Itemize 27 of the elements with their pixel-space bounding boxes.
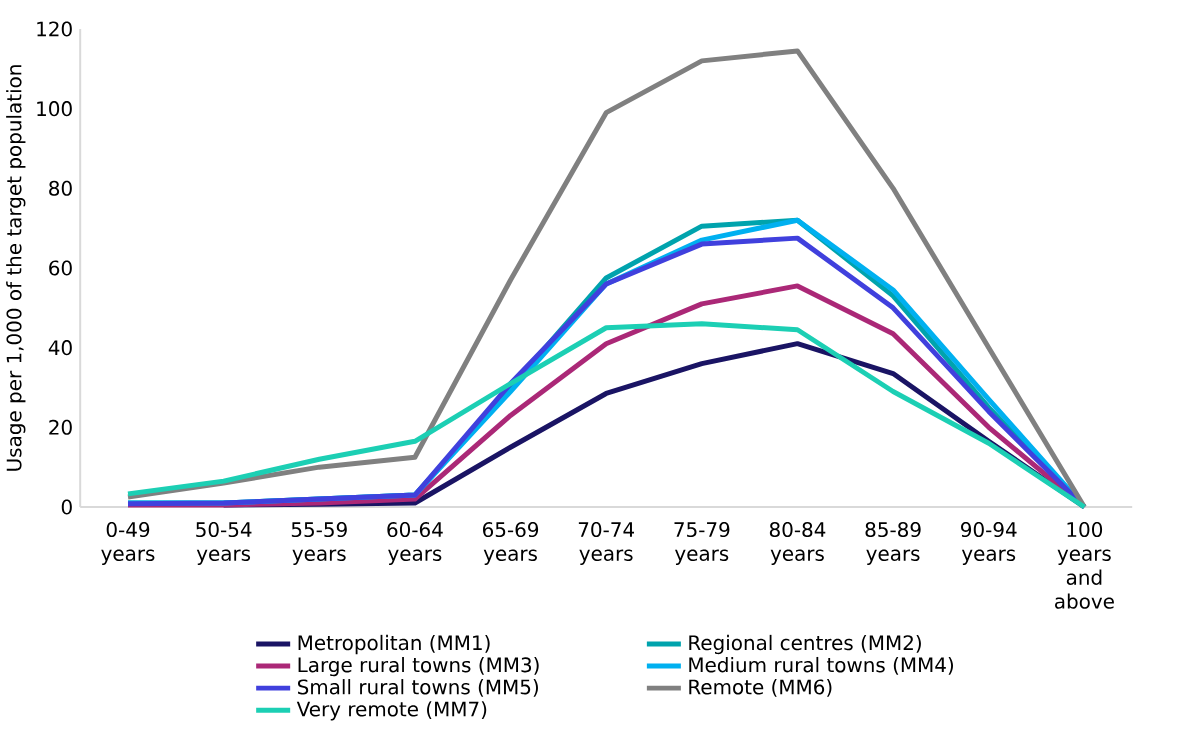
y-tick-label: 120 <box>37 21 72 37</box>
x-tick-label: 65-69 years <box>483 522 539 565</box>
x-tick-label: 50-54 years <box>196 522 252 565</box>
y-tick-label: 100 <box>37 101 72 117</box>
y-axis-title: Usage per 1,000 of the target population <box>6 65 26 471</box>
y-tick-label: 80 <box>49 180 72 196</box>
legend-label: Regional centres (MM2) <box>689 634 921 655</box>
legend-label: Large rural towns (MM3) <box>298 656 539 677</box>
legend-label: Small rural towns (MM5) <box>297 679 538 697</box>
x-tick-label: 75-79 years <box>674 522 730 565</box>
y-tick-label: 60 <box>49 260 72 276</box>
x-tick-label: 55-59 years <box>291 522 347 565</box>
x-tick-label: 0-49 years <box>101 522 155 565</box>
legend-label: Metropolitan (MM1) <box>298 634 490 655</box>
x-tick-label: 70-74 years <box>578 522 635 565</box>
y-tick-label: 0 <box>61 499 72 515</box>
y-tick-label: 40 <box>48 340 72 356</box>
x-tick-label: 60-64 years <box>387 522 443 565</box>
line-series <box>125 321 1087 510</box>
x-tick-label: 90-94 years <box>961 522 1017 565</box>
x-tick-label: 85-89 years <box>865 522 921 565</box>
y-tick-label: 20 <box>49 419 72 435</box>
legend-label: Very remote (MM7) <box>296 701 487 721</box>
legend-label: Remote (MM6) <box>689 679 832 697</box>
x-tick-label: 80-84 years <box>769 522 826 565</box>
legend-label: Medium rural towns (MM4) <box>689 656 954 675</box>
x-tick-label: 100 years and above <box>1055 522 1114 609</box>
